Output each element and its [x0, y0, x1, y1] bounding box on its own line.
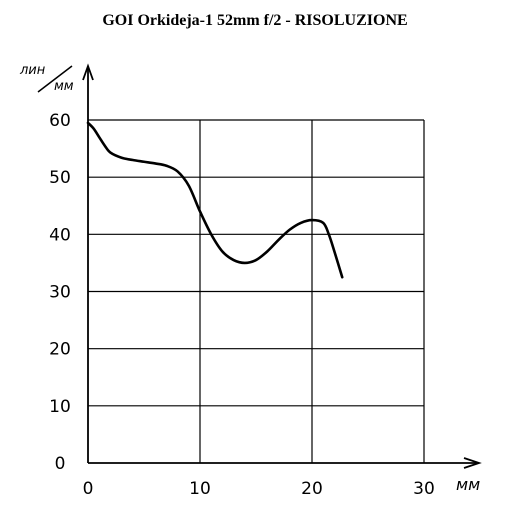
y-tick-label-60: 60	[49, 111, 71, 131]
axis-units: лин мм мм	[19, 63, 480, 494]
y-tick-label-50: 50	[49, 168, 71, 188]
x-axis-arrow	[463, 457, 482, 469]
series-line-0	[86, 121, 344, 279]
x-tick-label-10: 10	[189, 479, 211, 499]
y-tick-label-30: 30	[49, 283, 71, 303]
y-axis-unit-fraction-bar	[37, 65, 73, 93]
y-axis-unit-numerator: лин	[19, 63, 46, 78]
chart-title: GOI Orkideja-1 52mm f/2 - RISOLUZIONE	[102, 12, 408, 29]
tick-labels: 0 10 20 30 40 50 60 0 10 20 30	[49, 111, 435, 499]
series	[86, 121, 344, 279]
y-axis-unit-denominator: мм	[54, 79, 74, 94]
y-axis-arrow	[82, 63, 94, 81]
x-tick-label-20: 20	[301, 479, 323, 499]
x-tick-label-30: 30	[413, 479, 435, 499]
x-tick-label-0: 0	[83, 479, 94, 499]
y-tick-label-10: 10	[49, 397, 71, 417]
x-axis-unit: мм	[456, 475, 480, 494]
y-tick-label-20: 20	[49, 340, 71, 360]
grid	[88, 119, 425, 463]
y-tick-label-0: 0	[55, 454, 66, 474]
y-tick-label-40: 40	[49, 225, 71, 245]
axes	[82, 63, 482, 469]
